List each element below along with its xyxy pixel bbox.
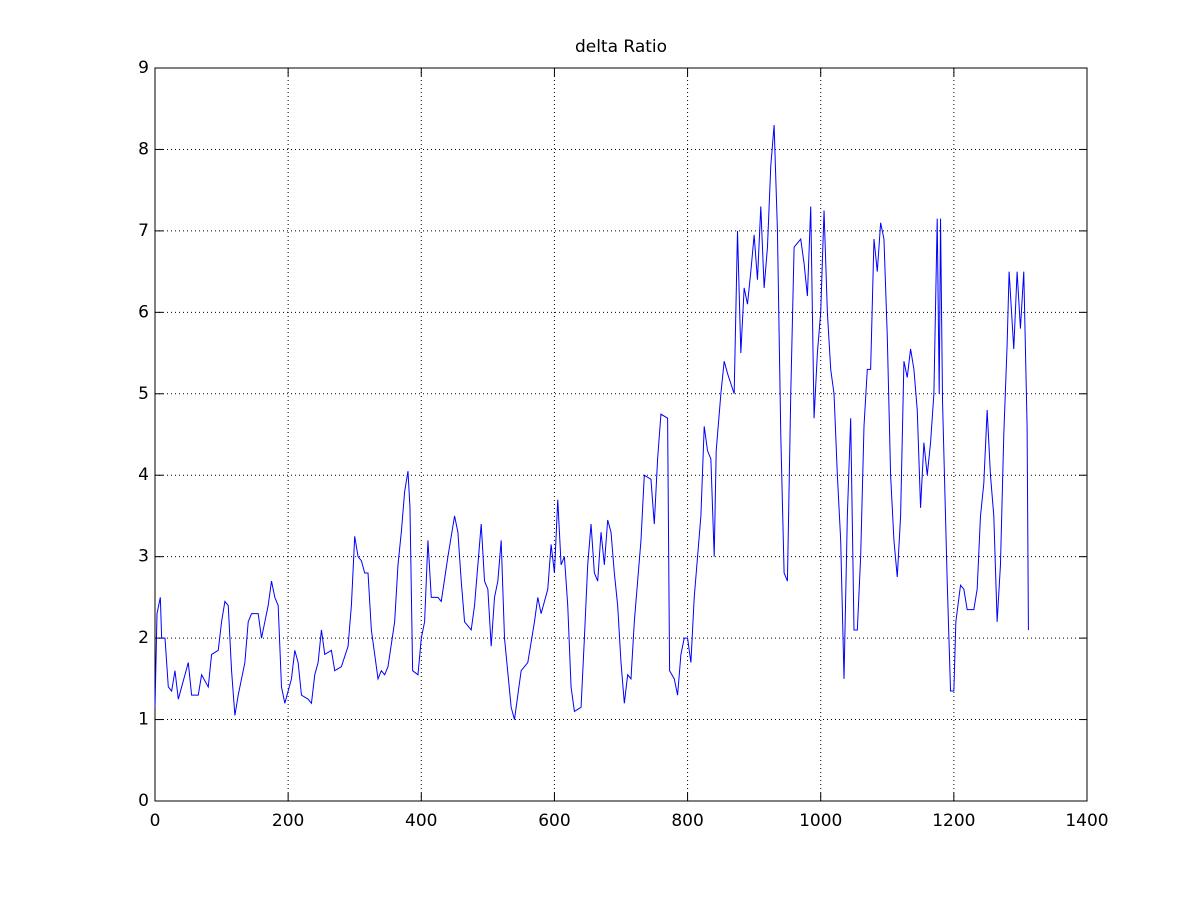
x-tick-label: 1000 bbox=[799, 811, 842, 831]
y-tick-label: 6 bbox=[138, 302, 149, 322]
y-tick-label: 9 bbox=[138, 58, 149, 78]
y-tick-label: 7 bbox=[138, 221, 149, 241]
y-tick-label: 2 bbox=[138, 628, 149, 648]
x-tick-label: 800 bbox=[671, 811, 703, 831]
x-tick-label: 400 bbox=[405, 811, 437, 831]
chart-title: delta Ratio bbox=[575, 37, 667, 57]
x-tick-label: 1400 bbox=[1065, 811, 1108, 831]
y-tick-label: 5 bbox=[138, 384, 149, 404]
y-tick-label: 1 bbox=[138, 710, 149, 730]
y-tick-label: 8 bbox=[138, 139, 149, 159]
y-tick-label: 3 bbox=[138, 547, 149, 567]
y-tick-label: 4 bbox=[138, 465, 149, 485]
y-tick-label: 0 bbox=[138, 791, 149, 811]
x-tick-label: 600 bbox=[538, 811, 570, 831]
x-tick-label: 1200 bbox=[932, 811, 975, 831]
x-tick-label: 0 bbox=[150, 811, 161, 831]
plot-frame bbox=[154, 67, 1088, 802]
x-tick-label: 200 bbox=[272, 811, 304, 831]
data-line bbox=[154, 124, 1029, 720]
